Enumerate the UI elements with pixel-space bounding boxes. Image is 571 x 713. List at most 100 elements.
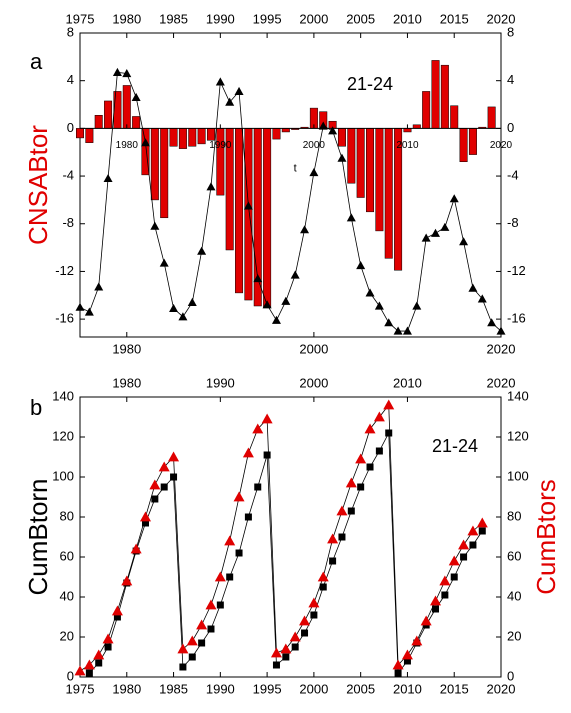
square-marker [441, 591, 449, 599]
x-tick-label: 2010 [393, 681, 422, 696]
triangle-marker [150, 221, 160, 230]
bar [281, 128, 290, 133]
square-marker [310, 611, 318, 619]
triangle-marker [186, 635, 198, 646]
square-marker [198, 639, 206, 647]
y-tick-label: -8 [62, 215, 74, 230]
square-marker [329, 557, 337, 565]
y-tick-label: -12 [55, 263, 74, 278]
square-marker [113, 613, 121, 621]
bar [150, 128, 159, 201]
triangle-marker [168, 451, 180, 462]
square-marker [170, 473, 178, 481]
square-marker [263, 451, 271, 459]
triangle-marker [83, 659, 95, 670]
triangle-marker [299, 615, 311, 626]
triangle-marker [309, 167, 319, 177]
y2-tick-label: -8 [507, 215, 519, 230]
bar [263, 128, 272, 308]
y-tick-label: 0 [67, 120, 74, 135]
y-tick-label: 80 [60, 508, 74, 523]
triangle-marker [75, 302, 85, 311]
triangle-marker [270, 647, 282, 658]
triangle-marker [252, 423, 264, 434]
x-tick-label: 2000 [299, 341, 328, 356]
plot-frame [79, 396, 502, 678]
x-tick-label: 2005 [346, 681, 375, 696]
triangle-marker [449, 194, 459, 203]
inner-x-tick-label: 2000 [303, 140, 326, 151]
triangle-marker [336, 505, 348, 516]
triangle-marker [289, 631, 301, 642]
y2-tick-label: -12 [507, 263, 526, 278]
inner-x-tick-label: 1980 [116, 140, 139, 151]
square-marker [385, 429, 393, 437]
bar [412, 124, 421, 129]
bar [384, 128, 393, 259]
bar [216, 128, 225, 196]
triangle-marker [149, 479, 161, 490]
triangle-marker [477, 294, 487, 303]
x2-tick-label: 2000 [299, 375, 328, 390]
triangle-marker [139, 511, 151, 522]
triangle-marker [356, 260, 366, 270]
bar [235, 128, 244, 294]
x-tick-label: 1995 [253, 681, 282, 696]
y-tick-label: -16 [55, 311, 74, 326]
x2-tick-label: 1990 [206, 375, 235, 390]
square-marker [291, 643, 299, 651]
triangle-marker [440, 222, 450, 231]
bar [113, 91, 122, 129]
square-marker [179, 663, 187, 671]
bar [450, 105, 459, 129]
square-marker [235, 549, 243, 557]
y2-tick-label: 0 [507, 120, 514, 135]
series-line [79, 71, 502, 332]
inner-x-tick-label: 1990 [209, 140, 232, 151]
square-marker [254, 483, 262, 491]
bar [366, 128, 375, 213]
y2-tick-label: 60 [507, 548, 521, 563]
triangle-marker [459, 237, 469, 246]
triangle-marker [215, 77, 225, 86]
square-marker [394, 669, 402, 677]
square-marker [95, 659, 103, 667]
triangle-marker [177, 643, 189, 654]
bar [76, 128, 84, 139]
y2-tick-label: 8 [507, 24, 514, 39]
triangle-marker [317, 571, 329, 582]
triangle-marker [122, 69, 132, 78]
y2-tick-label: 100 [507, 468, 529, 483]
triangle-marker [496, 326, 506, 335]
annotation: 21-24 [347, 74, 393, 94]
square-marker [357, 483, 365, 491]
triangle-marker [159, 258, 169, 267]
triangle-marker [111, 605, 123, 616]
triangle-marker [468, 283, 478, 292]
triangle-marker [234, 86, 244, 96]
triangle-marker [430, 595, 442, 606]
square-marker [207, 625, 215, 633]
x2-tick-label: 2010 [393, 11, 422, 26]
bar [487, 106, 496, 129]
y2-tick-label: 20 [507, 628, 521, 643]
triangle-marker [262, 300, 272, 309]
x2-tick-label: 2015 [440, 11, 469, 26]
triangle-marker [169, 303, 179, 312]
y2-tick-label: -16 [507, 311, 526, 326]
x2-tick-label: 2005 [346, 11, 375, 26]
square-marker [478, 527, 486, 535]
x-tick-label: 2015 [440, 681, 469, 696]
y-tick-label: 100 [52, 468, 74, 483]
triangle-marker [412, 301, 422, 310]
triangle-marker [402, 326, 412, 335]
triangle-marker [102, 633, 114, 644]
y-tick-label: 60 [60, 548, 74, 563]
triangle-marker [383, 399, 395, 410]
bar [337, 128, 346, 147]
triangle-marker [197, 246, 207, 255]
x2-tick-label: 1990 [206, 11, 235, 26]
x2-tick-label: 2020 [487, 375, 516, 390]
square-marker [104, 643, 112, 651]
square-marker [85, 669, 93, 677]
